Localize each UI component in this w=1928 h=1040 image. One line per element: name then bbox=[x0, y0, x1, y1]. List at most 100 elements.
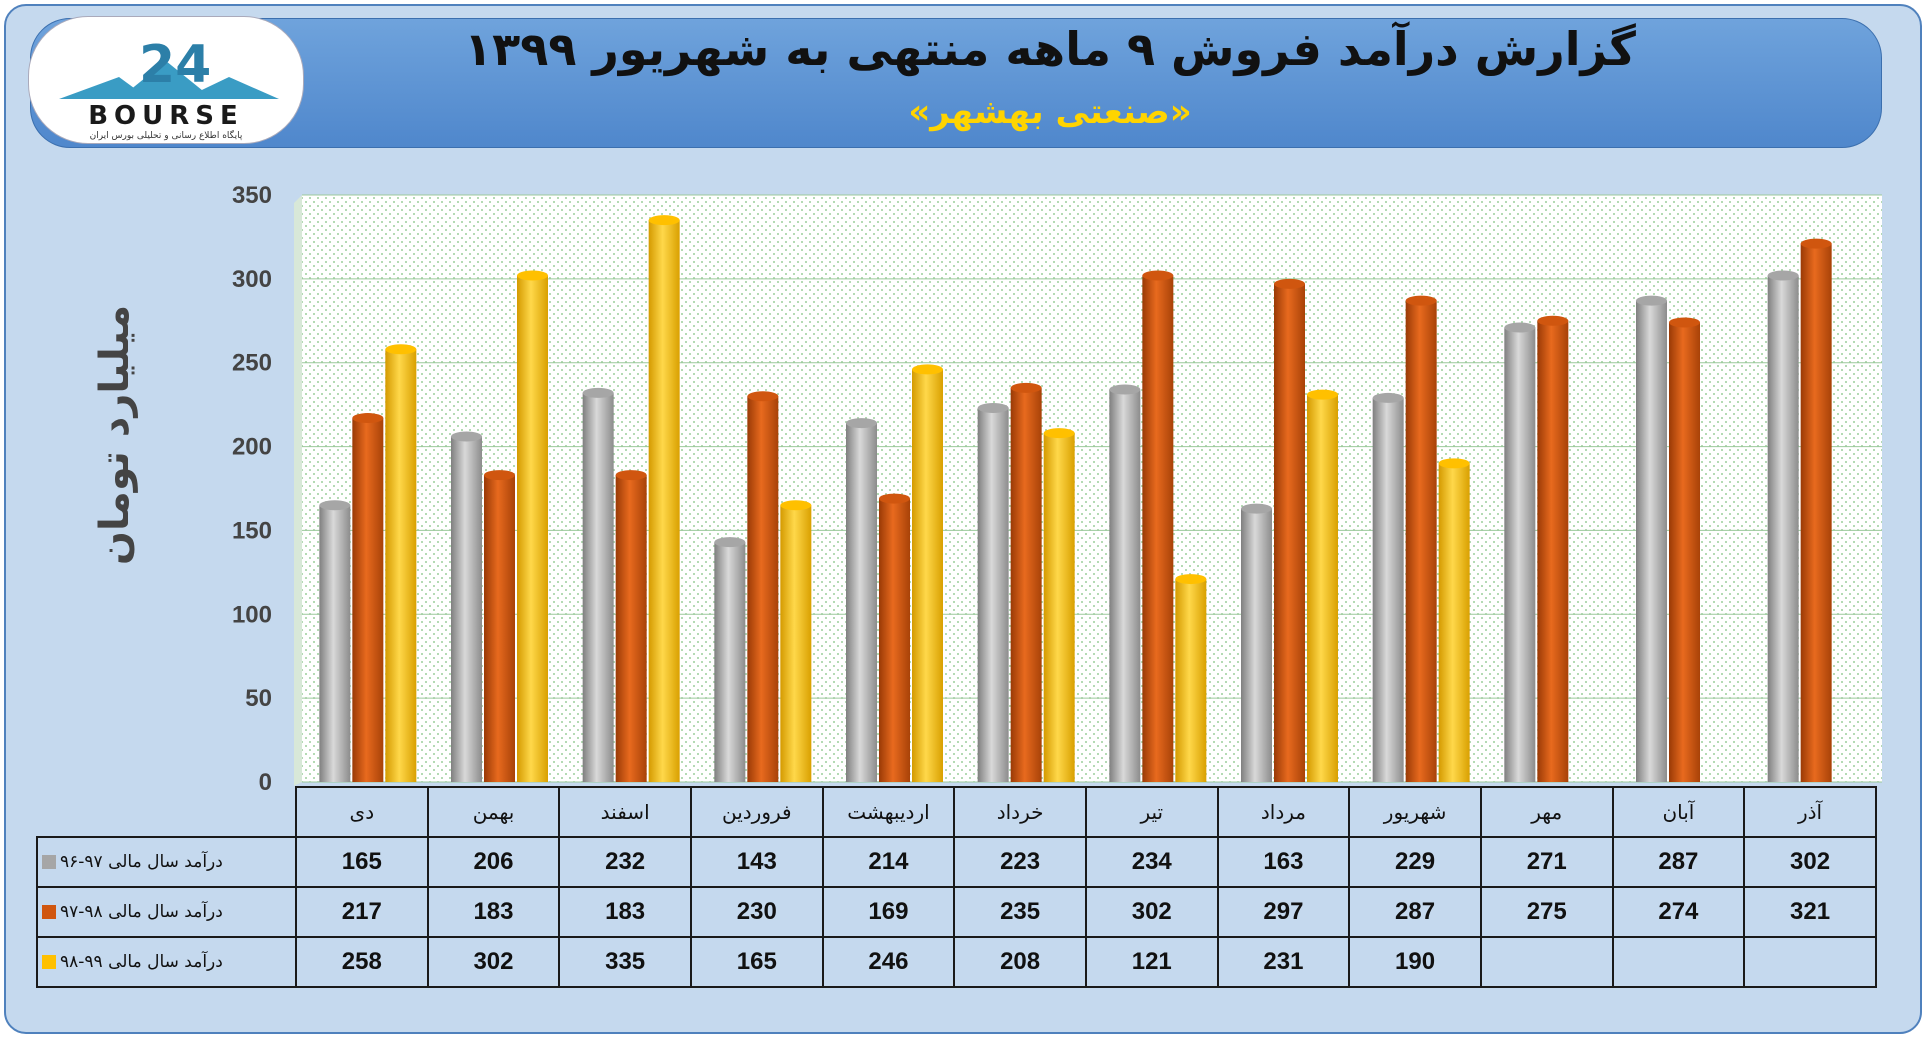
logo-text: BOURSE bbox=[88, 101, 244, 131]
table-cell: 302 bbox=[1743, 836, 1877, 888]
table-cell: 223 bbox=[953, 836, 1087, 888]
table-cell: 321 bbox=[1743, 886, 1877, 938]
bar-series-2 bbox=[1142, 275, 1174, 782]
bar-cap-series-3 bbox=[912, 364, 943, 375]
bar-cap-series-2 bbox=[1142, 270, 1174, 281]
legend-swatch-icon bbox=[42, 905, 56, 919]
bar-cap-series-1 bbox=[319, 500, 351, 511]
y-tick-label: 250 bbox=[232, 350, 272, 377]
bar-cap-series-1 bbox=[582, 387, 614, 398]
bar-series-3 bbox=[780, 505, 812, 782]
y-tick-label: 150 bbox=[232, 517, 272, 544]
bar-series-3 bbox=[1175, 579, 1207, 782]
table-cell: 190 bbox=[1348, 936, 1482, 988]
table-cell: 230 bbox=[689, 886, 824, 938]
category-label: مهر bbox=[1479, 786, 1614, 838]
y-tick-label: 350 bbox=[232, 182, 272, 209]
table-cell: 217 bbox=[295, 886, 429, 938]
title-banner bbox=[30, 18, 1882, 148]
legend-entry: درآمد سال مالی ۹۸-۹۷ bbox=[36, 886, 297, 938]
y-tick-label: 0 bbox=[259, 769, 272, 796]
category-label: خرداد bbox=[953, 786, 1087, 838]
bar-series-2 bbox=[1800, 243, 1832, 782]
bar-series-1 bbox=[1767, 275, 1799, 782]
bar-series-1 bbox=[1372, 397, 1404, 782]
table-cell: 121 bbox=[1084, 936, 1219, 988]
table-cell: 302 bbox=[1084, 886, 1219, 938]
bar-series-3 bbox=[1438, 463, 1470, 782]
bar-series-1 bbox=[1636, 300, 1667, 782]
gridlines bbox=[302, 194, 1882, 783]
category-label: اردیبهشت bbox=[821, 786, 956, 838]
table-cell: 169 bbox=[821, 886, 956, 938]
data-table: دی بهمن اسفند فروردین اردیبهشت خرداد تیر مرداد ش… bbox=[36, 786, 1877, 988]
table-cell bbox=[1611, 936, 1746, 988]
table-cell: 235 bbox=[953, 886, 1087, 938]
table-cell: 287 bbox=[1348, 886, 1482, 938]
bar-series-2 bbox=[747, 396, 779, 782]
bar-cap-series-3 bbox=[1175, 574, 1207, 585]
table-cell: 271 bbox=[1479, 836, 1614, 888]
category-label: تیر bbox=[1084, 786, 1219, 838]
legend-entry: درآمد سال مالی ۹۹-۹۸ bbox=[36, 936, 297, 988]
bar-cap-series-1 bbox=[714, 537, 746, 548]
table-cell: 287 bbox=[1611, 836, 1746, 888]
table-cell: 232 bbox=[558, 836, 692, 888]
bar-cap-series-3 bbox=[517, 270, 548, 281]
table-cell: 335 bbox=[558, 936, 692, 988]
chart-subtitle: «صنعتی بهشهر» bbox=[908, 92, 1192, 132]
bar-series-1 bbox=[1504, 327, 1536, 782]
category-label: آبان bbox=[1611, 786, 1746, 838]
bar-cap-series-1 bbox=[1241, 503, 1272, 514]
bar-cap-series-1 bbox=[1767, 270, 1799, 281]
table-cell bbox=[1479, 936, 1614, 988]
bar-cap-series-1 bbox=[977, 402, 1009, 413]
bar-series-3 bbox=[517, 275, 548, 782]
bar-series-2 bbox=[1537, 320, 1569, 782]
table-cell: 206 bbox=[426, 836, 561, 888]
category-label: آذر bbox=[1743, 786, 1877, 838]
table-cell: 234 bbox=[1084, 836, 1219, 888]
table-cell: 231 bbox=[1216, 936, 1351, 988]
bar-cap-series-3 bbox=[780, 500, 812, 511]
bar-series-1 bbox=[451, 436, 482, 782]
bar-series-3 bbox=[912, 369, 943, 782]
bar-series-1 bbox=[846, 423, 877, 782]
bar-series-1 bbox=[319, 505, 351, 782]
bar-cap-series-2 bbox=[1405, 295, 1437, 306]
logo-mark-icon bbox=[59, 61, 279, 99]
legend-label: درآمد سال مالی ۹۸-۹۷ bbox=[60, 902, 223, 922]
bar-series-2 bbox=[352, 418, 384, 782]
y-tick-label: 300 bbox=[232, 266, 272, 293]
category-label: شهریور bbox=[1348, 786, 1482, 838]
bar-cap-series-2 bbox=[1669, 317, 1700, 328]
y-tick-label: 50 bbox=[245, 685, 272, 712]
table-cell: 163 bbox=[1216, 836, 1351, 888]
bar-series-2 bbox=[484, 475, 515, 782]
table-corner bbox=[37, 787, 296, 837]
table-cell: 246 bbox=[821, 936, 956, 988]
logo-tagline: پایگاه اطلاع رسانی و تحلیلی بورس ایران bbox=[89, 131, 243, 141]
table-cell: 165 bbox=[689, 936, 824, 988]
table-row: درآمد سال مالی ۹۹-۹۸ 258 302 335 165 246 208 12… bbox=[36, 936, 1877, 988]
table-cell: 297 bbox=[1216, 886, 1351, 938]
bar-cap-series-2 bbox=[879, 493, 910, 504]
bar-series-1 bbox=[1241, 508, 1272, 782]
table-cell: 214 bbox=[821, 836, 956, 888]
table-cell: 274 bbox=[1611, 886, 1746, 938]
table-cell: 302 bbox=[426, 936, 561, 988]
table-cell: 143 bbox=[689, 836, 824, 888]
category-label: فروردین bbox=[689, 786, 824, 838]
y-tick-label: 200 bbox=[232, 434, 272, 461]
bar-series-2 bbox=[1274, 283, 1305, 782]
legend-entry: درآمد سال مالی ۹۷-۹۶ bbox=[36, 836, 297, 888]
bar-series-1 bbox=[714, 542, 746, 782]
bar-series-3 bbox=[385, 349, 417, 782]
bar-series-2 bbox=[615, 475, 647, 782]
table-cell: 165 bbox=[295, 836, 429, 888]
table-cell: 183 bbox=[558, 886, 692, 938]
legend-label: درآمد سال مالی ۹۷-۹۶ bbox=[60, 852, 223, 872]
bar-cap-series-2 bbox=[1274, 278, 1305, 289]
bar-cap-series-2 bbox=[484, 470, 515, 481]
table-cell: 275 bbox=[1479, 886, 1614, 938]
